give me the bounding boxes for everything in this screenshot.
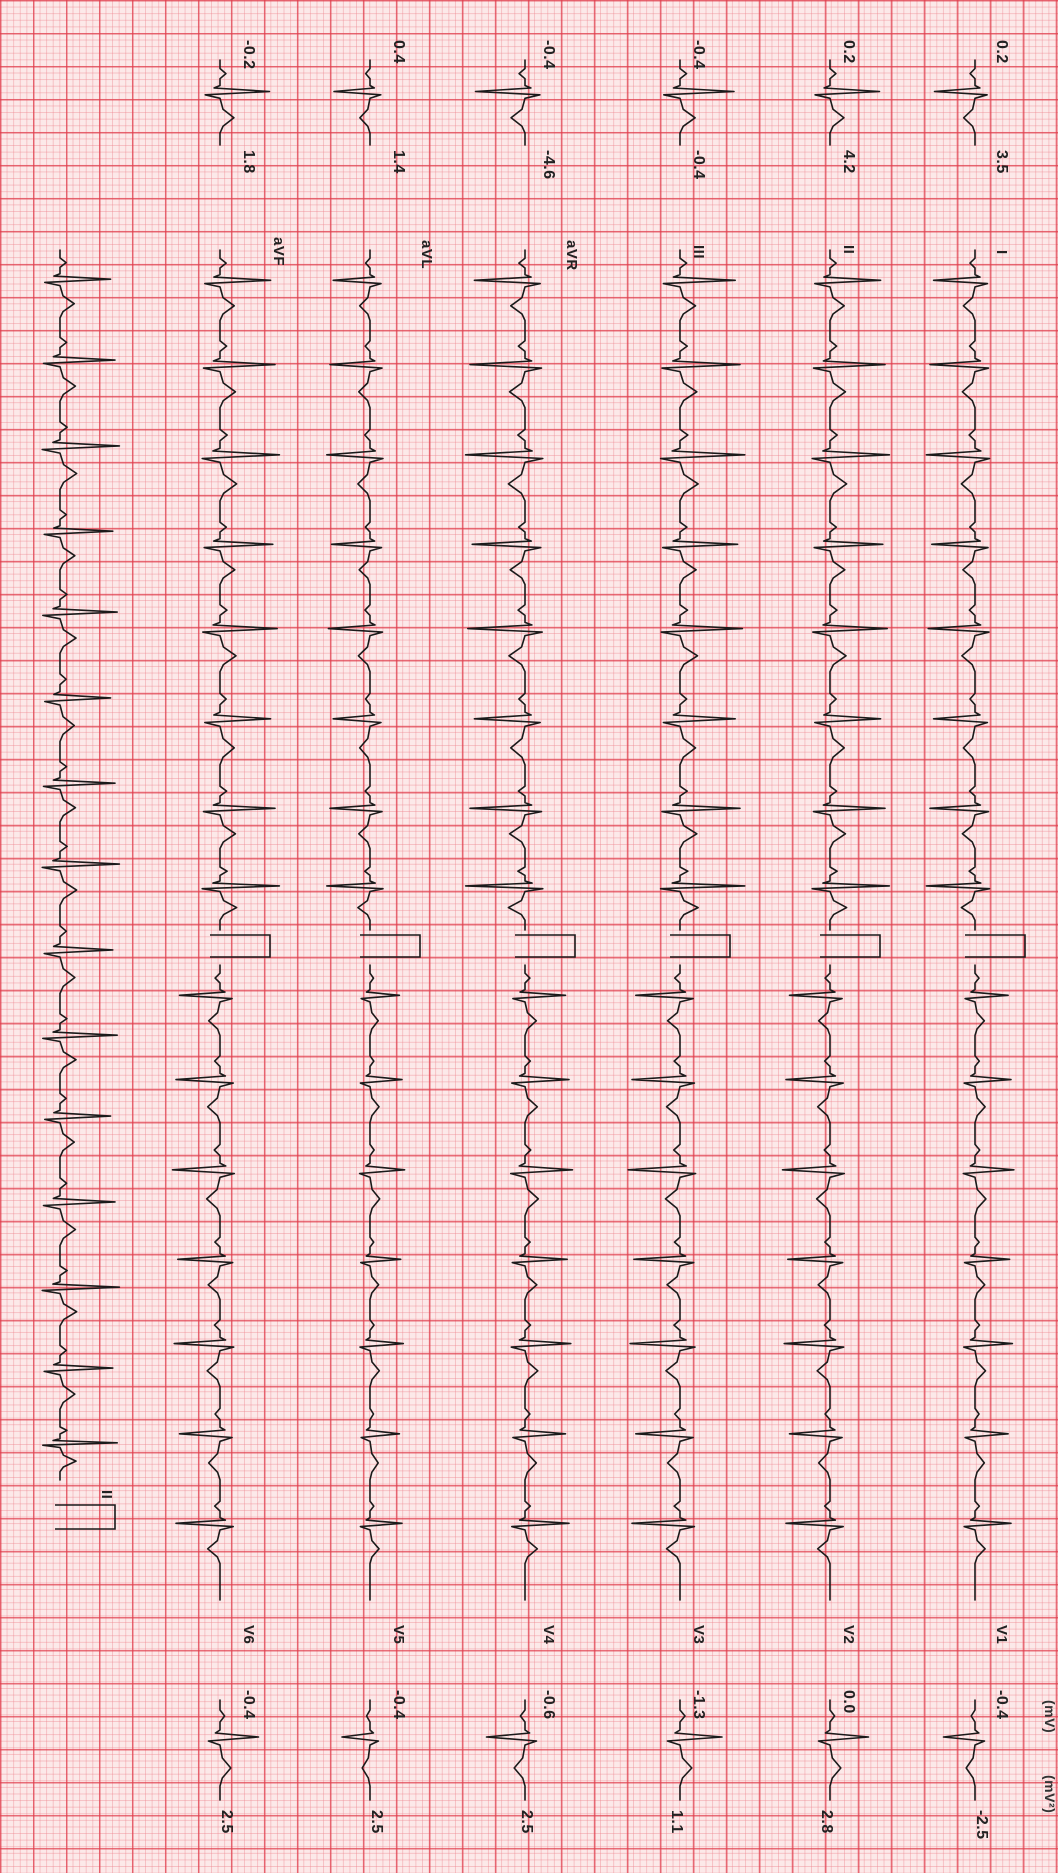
lead-avr-calibration-pulse xyxy=(515,934,576,958)
lead-v4-min-label: -0.6 xyxy=(540,1690,557,1720)
rhythm-strip-trace xyxy=(41,249,121,1481)
lead-v3-name: V3 xyxy=(690,1625,707,1645)
lead-v5-snippet xyxy=(341,1699,380,1801)
header-unit-label: (mV) xyxy=(1042,1700,1058,1734)
lead-v6-max-label: 2.5 xyxy=(218,1810,235,1834)
rhythm-strip-name: II xyxy=(98,1490,115,1500)
lead-iii-min-label: -0.4 xyxy=(690,40,707,70)
lead-avr-name: aVR xyxy=(563,240,580,271)
lead-v4-max-label: 2.5 xyxy=(518,1810,535,1834)
lead-v6-min-label: -0.4 xyxy=(240,1690,257,1720)
lead-avf-name: aVF xyxy=(270,237,287,267)
lead-avf-min-label: -0.2 xyxy=(240,40,257,70)
rhythm-strip-calibration-pulse xyxy=(55,1504,116,1530)
lead-v6-snippet xyxy=(207,1699,260,1801)
lead-v1-max-label: -2.5 xyxy=(973,1810,990,1840)
lead-avr-min-label: -0.4 xyxy=(540,40,557,70)
lead-v3-max-label: 1.1 xyxy=(668,1810,685,1834)
lead-avl-name: aVL xyxy=(418,240,435,270)
lead-v1-name: V1 xyxy=(993,1625,1010,1645)
lead-v5-max-label: 2.5 xyxy=(368,1810,385,1834)
lead-v2-trace xyxy=(781,964,846,1601)
lead-v5-trace xyxy=(358,964,406,1601)
lead-avf-trace xyxy=(201,249,281,931)
header-unit-label-2: (mV²) xyxy=(1042,1775,1058,1814)
lead-avr-snippet xyxy=(474,59,541,146)
lead-i-trace xyxy=(925,249,991,931)
lead-ii-max-label: 4.2 xyxy=(840,150,857,174)
lead-avf-snippet xyxy=(204,59,271,146)
lead-v4-trace xyxy=(509,964,574,1601)
lead-i-min-label: 0.2 xyxy=(993,40,1010,64)
lead-ii-calibration-pulse xyxy=(820,934,881,958)
lead-avr-trace xyxy=(464,249,544,931)
lead-v3-trace xyxy=(627,964,697,1601)
lead-v2-min-label: 0.0 xyxy=(840,1690,857,1714)
lead-iii-snippet xyxy=(663,59,735,146)
lead-i-snippet xyxy=(933,59,988,146)
lead-v1-min-label: -0.4 xyxy=(993,1690,1010,1720)
lead-v5-name: V5 xyxy=(390,1625,407,1645)
lead-ii-snippet xyxy=(814,59,881,146)
lead-iii-calibration-pulse xyxy=(670,934,731,958)
lead-avf-calibration-pulse xyxy=(210,934,271,958)
lead-ii-min-label: 0.2 xyxy=(840,40,857,64)
lead-avf-max-label: 1.8 xyxy=(240,150,257,174)
lead-v4-name: V4 xyxy=(540,1625,557,1645)
lead-v6-name: V6 xyxy=(240,1625,257,1645)
lead-ii-trace xyxy=(811,249,891,931)
lead-v2-snippet xyxy=(817,1699,870,1801)
lead-v6-trace xyxy=(171,964,236,1601)
lead-v4-snippet xyxy=(485,1699,538,1801)
lead-v1-snippet xyxy=(942,1699,986,1801)
lead-v5-min-label: -0.4 xyxy=(390,1690,407,1720)
lead-avl-min-label: 0.4 xyxy=(390,40,407,64)
lead-v1-trace xyxy=(962,964,1015,1601)
lead-v3-min-label: -1.3 xyxy=(690,1690,707,1720)
lead-i-name: I xyxy=(993,250,1010,255)
lead-avr-max-label: -4.6 xyxy=(540,150,557,180)
lead-iii-name: III xyxy=(690,245,707,260)
lead-ii-name: II xyxy=(840,245,857,255)
lead-i-calibration-pulse xyxy=(965,934,1026,958)
lead-avl-snippet xyxy=(333,59,382,146)
lead-avl-max-label: 1.4 xyxy=(390,150,407,174)
lead-avl-trace xyxy=(326,249,384,931)
lead-iii-max-label: -0.4 xyxy=(690,150,707,180)
lead-v3-snippet xyxy=(666,1699,723,1801)
lead-iii-trace xyxy=(659,249,746,931)
lead-i-max-label: 3.5 xyxy=(993,150,1010,174)
lead-v2-name: V2 xyxy=(840,1625,857,1645)
lead-avl-calibration-pulse xyxy=(360,934,421,958)
lead-v2-max-label: 2.8 xyxy=(818,1810,835,1834)
